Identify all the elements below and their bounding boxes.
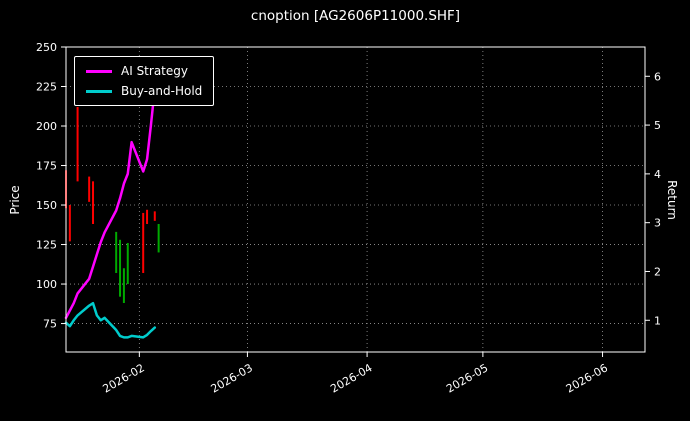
y-tick-label-left: 200 bbox=[36, 120, 57, 133]
legend-item: AI Strategy bbox=[86, 65, 202, 77]
y-tick-label-right: 1 bbox=[654, 314, 661, 327]
series-line-buy-and-hold bbox=[64, 301, 157, 339]
series-line-ai-strategy bbox=[64, 87, 157, 320]
y-axis-label-price: Price bbox=[8, 185, 22, 215]
y-tick-label-left: 250 bbox=[36, 41, 57, 54]
y-tick-label-right: 4 bbox=[654, 168, 661, 181]
legend-line-swatch bbox=[86, 69, 112, 73]
y-tick-label-left: 225 bbox=[36, 81, 57, 94]
y-axis-label-return: Return bbox=[665, 180, 679, 220]
y-tick-label-left: 175 bbox=[36, 160, 57, 173]
legend: AI Strategy Buy-and-Hold bbox=[74, 56, 215, 106]
legend-label: AI Strategy bbox=[121, 64, 188, 78]
y-tick-label-right: 2 bbox=[654, 265, 661, 278]
legend-line-swatch bbox=[86, 89, 112, 93]
y-tick-label-right: 3 bbox=[654, 217, 661, 230]
legend-label: Buy-and-Hold bbox=[121, 84, 203, 98]
x-tick-label: 2026-03 bbox=[209, 361, 255, 395]
x-tick-label: 2026-06 bbox=[564, 361, 610, 395]
x-tick-label: 2026-04 bbox=[328, 361, 374, 395]
y-tick-label-left: 125 bbox=[36, 239, 57, 252]
plot-border bbox=[65, 46, 646, 353]
x-tick-label: 2026-02 bbox=[101, 361, 147, 395]
y-tick-label-left: 75 bbox=[43, 318, 57, 331]
x-tick-label: 2026-05 bbox=[444, 361, 490, 395]
y-tick-label-left: 150 bbox=[36, 199, 57, 212]
y-tick-label-left: 100 bbox=[36, 278, 57, 291]
chart-title: cnoption [AG2606P11000.SHF] bbox=[250, 8, 461, 24]
legend-item: Buy-and-Hold bbox=[86, 85, 202, 97]
y-tick-label-right: 5 bbox=[654, 119, 661, 132]
y-tick-label-right: 6 bbox=[654, 70, 661, 83]
